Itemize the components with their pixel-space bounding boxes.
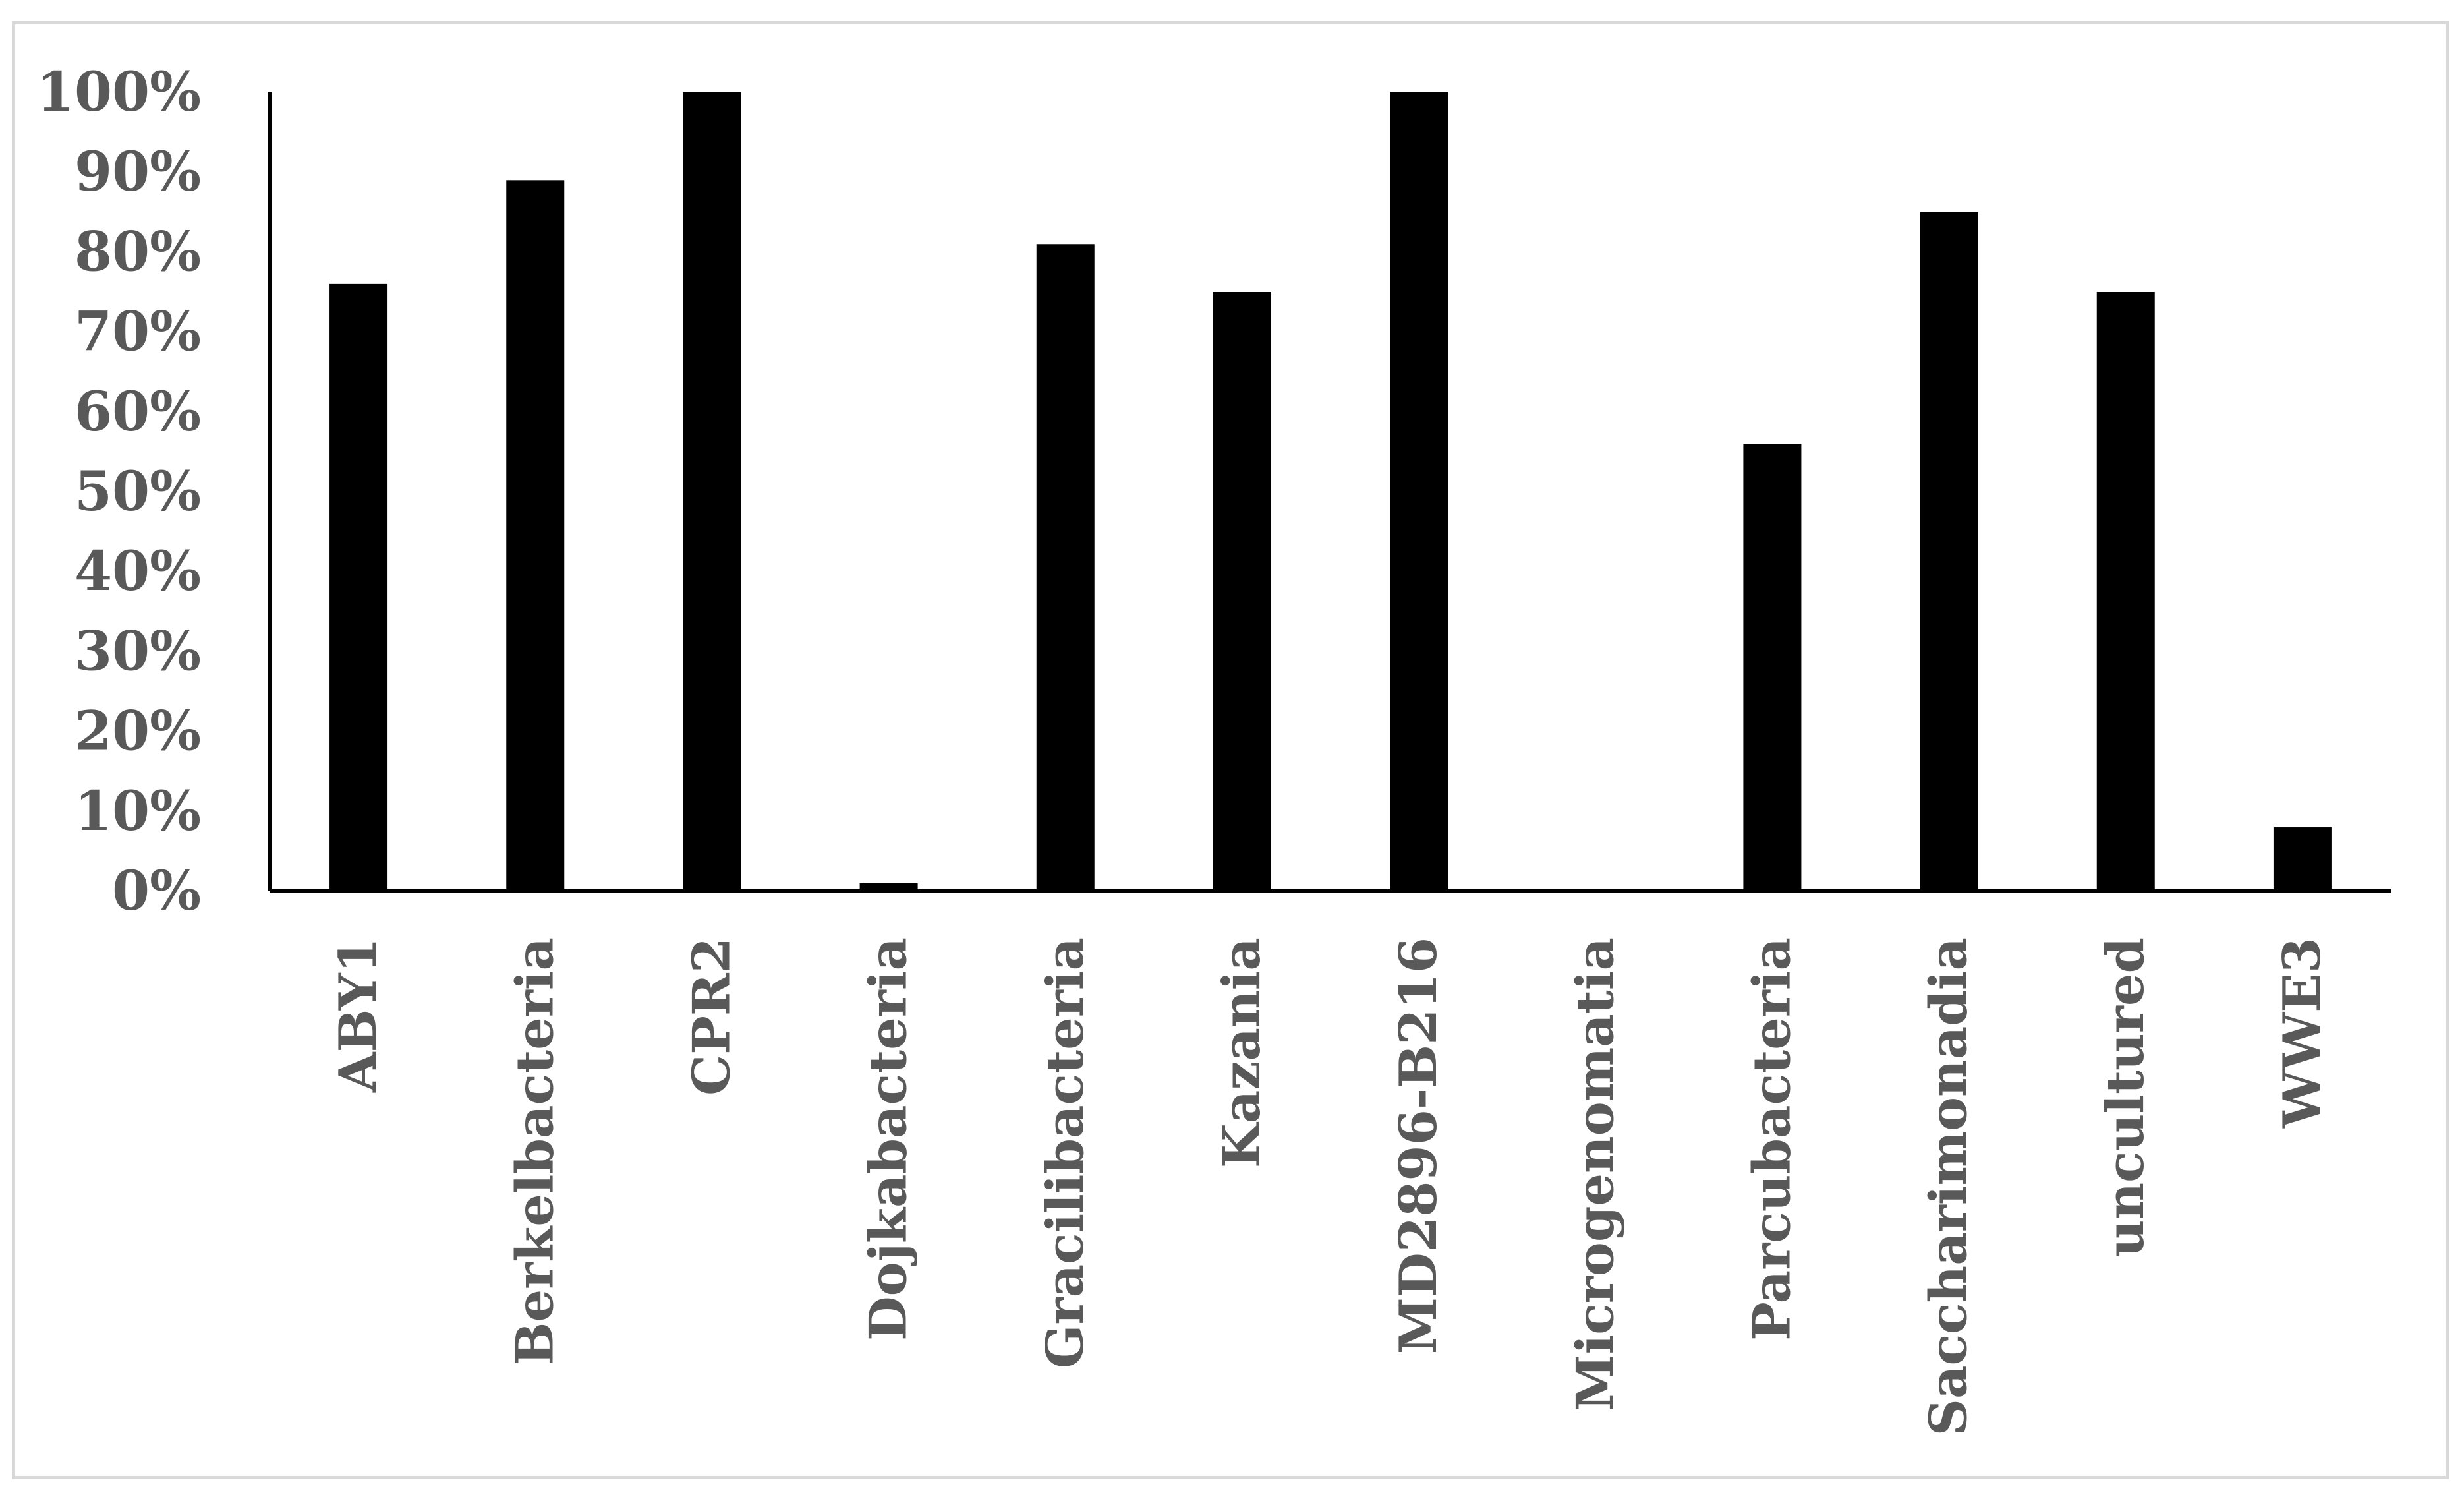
x-category-label: uncultured [2096,937,2156,1257]
y-tick-label: 70% [74,301,201,364]
bar-dojkabacteria [859,883,918,891]
bar-aby1 [329,283,388,891]
y-tick-label: 30% [74,620,201,683]
x-category-label: Parcubacteria [1742,937,1802,1341]
bar-wwe3 [2273,827,2332,891]
bar-cpr2 [683,92,741,891]
y-tick-label: 10% [74,780,201,843]
x-category-label: Microgenomatia [1565,937,1625,1411]
y-tick-label: 50% [74,460,201,523]
y-tick-label: 90% [74,140,201,204]
y-tick-label: 80% [74,220,201,283]
x-category-label: WWE3 [2272,937,2332,1129]
bar-parcubacteria [1743,444,1802,891]
y-tick-label: 60% [74,380,201,444]
bar-kazania [1213,292,1271,891]
y-tick-label: 0% [112,860,201,923]
x-axis-category-labels: ABY1 Berkelbacteria CPR2 Dojkabacteria Graci… [328,937,2332,1436]
x-category-label: Saccharimonadia [1919,937,1979,1436]
bar-berkelbacteria [506,180,565,891]
x-category-label: CPR2 [681,937,741,1096]
x-category-label: Berkelbacteria [505,937,565,1365]
bars [329,92,2332,891]
bar-uncultured [2096,292,2155,891]
x-category-label: Dojkabacteria [859,937,919,1341]
x-category-label: ABY1 [328,937,388,1093]
y-tick-label: 20% [74,700,201,763]
bar-gracilibacteria [1036,244,1095,891]
y-axis-tick-labels: 0% 10% 20% 30% 40% 50% 60% 70% 80% 90% 100% [37,61,201,923]
x-category-label: MD2896-B216 [1389,937,1448,1354]
x-category-label: Kazania [1212,937,1272,1168]
bar-md2896-b216 [1390,92,1448,891]
y-tick-label: 100% [37,61,201,124]
y-tick-label: 40% [74,540,201,603]
x-category-label: Gracilibacteria [1035,937,1095,1368]
bar-saccharimonadia [1920,212,1978,891]
